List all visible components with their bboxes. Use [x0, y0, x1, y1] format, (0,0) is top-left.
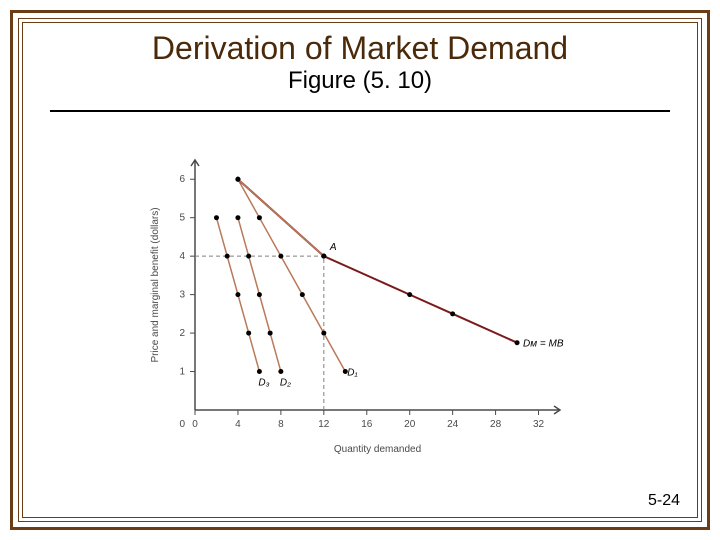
title-underline [50, 110, 670, 112]
y-tick-label: 1 [179, 367, 185, 378]
y-tick-label: 6 [179, 174, 185, 185]
x-tick-label: 0 [192, 419, 198, 430]
series-D1shadow [238, 179, 324, 256]
series-D2-marker [278, 369, 283, 374]
series-D1-label: D₁ [347, 368, 357, 379]
x-tick-label: 8 [278, 419, 284, 430]
series-DM-marker [515, 340, 520, 345]
series-D3-marker [235, 292, 240, 297]
point-a-label: A [329, 242, 337, 253]
demand-chart-svg: 0481216202428320123456Quantity demandedP… [140, 150, 570, 460]
series-D1shadow-marker [235, 177, 240, 182]
svg-text:0: 0 [179, 419, 185, 430]
series-DM-label: Dᴍ = MB [523, 339, 564, 350]
slide-number: 5-24 [648, 492, 680, 510]
x-tick-label: 32 [533, 419, 545, 430]
slide-subtitle: Figure (5. 10) [0, 67, 720, 95]
series-D3-marker [225, 254, 230, 259]
series-D2-marker [257, 292, 262, 297]
series-D2-label: D₂ [280, 378, 291, 389]
y-axis-label: Price and marginal benefit (dollars) [150, 207, 161, 362]
series-D1-marker [321, 331, 326, 336]
series-D3-label: D₃ [258, 378, 269, 389]
y-tick-label: 5 [179, 213, 185, 224]
x-tick-label: 24 [447, 419, 459, 430]
series-D3-marker [257, 369, 262, 374]
x-tick-label: 16 [361, 419, 373, 430]
x-tick-label: 28 [490, 419, 502, 430]
x-axis-label: Quantity demanded [334, 444, 421, 455]
title-block: Derivation of Market Demand Figure (5. 1… [0, 30, 720, 95]
x-tick-label: 12 [318, 419, 330, 430]
slide-title: Derivation of Market Demand [0, 30, 720, 67]
x-tick-label: 4 [235, 419, 241, 430]
series-DM [238, 179, 517, 342]
series-D1-marker [300, 292, 305, 297]
series-D2-marker [235, 215, 240, 220]
series-DM-marker [450, 311, 455, 316]
series-DM-marker [407, 292, 412, 297]
series-D1-marker [257, 215, 262, 220]
x-tick-label: 20 [404, 419, 416, 430]
demand-chart: 0481216202428320123456Quantity demandedP… [140, 150, 570, 460]
y-tick-label: 4 [179, 251, 185, 262]
series-D2-marker [268, 331, 273, 336]
y-tick-label: 3 [179, 290, 185, 301]
series-D1-marker [278, 254, 283, 259]
series-D3-marker [246, 331, 251, 336]
series-D2-marker [246, 254, 251, 259]
series-D3-marker [214, 215, 219, 220]
y-tick-label: 2 [179, 328, 185, 339]
